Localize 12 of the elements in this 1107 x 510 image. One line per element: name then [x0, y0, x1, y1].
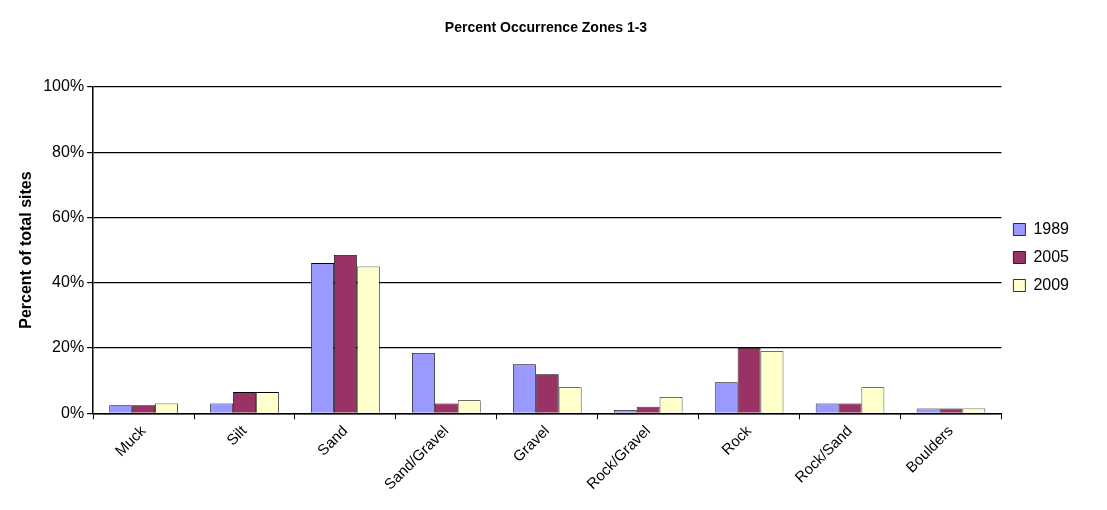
y-tick-label: 80%: [52, 142, 85, 160]
y-axis-title: Percent of total sites: [17, 171, 35, 329]
y-tick-label: 0%: [61, 403, 85, 421]
chart-title: Percent Occurrence Zones 1-3: [444, 19, 648, 36]
legend-label: 2005: [1033, 247, 1070, 265]
y-tick-label: 60%: [52, 207, 85, 225]
legend-label: 2009: [1033, 275, 1070, 293]
x-tick-label: Silt: [222, 421, 251, 449]
y-tick-label: 40%: [52, 273, 85, 291]
legend-label: 1989: [1033, 219, 1070, 237]
y-tick-label: 100%: [43, 77, 85, 95]
y-tick-label: 20%: [52, 338, 85, 356]
